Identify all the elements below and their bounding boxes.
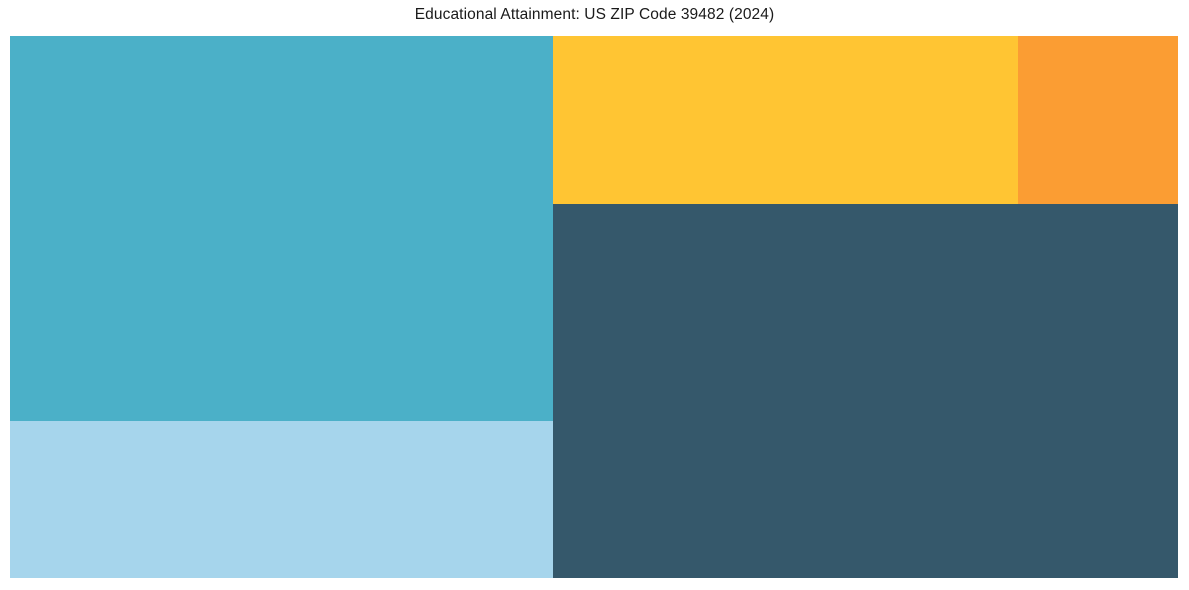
chart-title: Educational Attainment: US ZIP Code 3948…	[414, 6, 775, 23]
treemap-tile-less-than-high-school[interactable]: Less than high school	[553, 36, 1018, 204]
treemap-plot-area: High school graduate Bachelor's degree L…	[10, 36, 1178, 578]
treemap-tile-graduate-professional[interactable]: Graduate or professional degree	[1017, 36, 1178, 204]
treemap-tile-high-school-graduate[interactable]: High school graduate	[10, 36, 553, 421]
treemap-tile-some-college[interactable]: Some college, no degree	[553, 203, 1178, 578]
treemap-tile-bachelors-degree[interactable]: Bachelor's degree	[10, 420, 553, 578]
